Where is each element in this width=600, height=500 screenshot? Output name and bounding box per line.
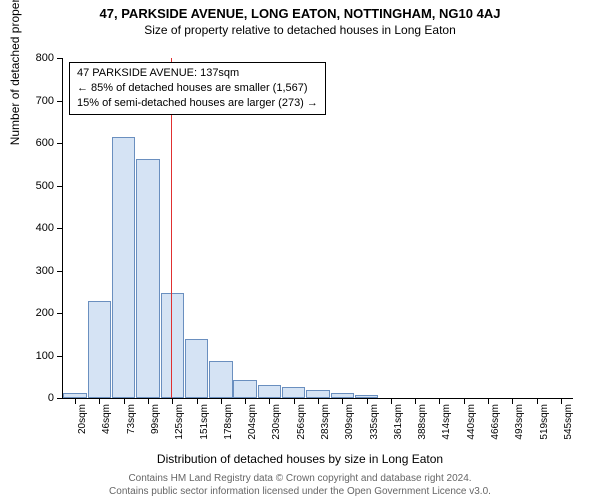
x-tick-label: 256sqm — [296, 404, 307, 450]
y-tick-label: 0 — [14, 392, 54, 404]
x-tick-label: 204sqm — [247, 404, 258, 450]
y-tick-label: 500 — [14, 180, 54, 192]
x-tick — [221, 398, 222, 404]
x-tick-label: 230sqm — [271, 404, 282, 450]
x-tick-label: 519sqm — [539, 404, 550, 450]
x-tick-label: 361sqm — [393, 404, 404, 450]
x-tick-label: 309sqm — [344, 404, 355, 450]
x-tick — [367, 398, 368, 404]
x-axis-title: Distribution of detached houses by size … — [0, 452, 600, 466]
x-tick-label: 466sqm — [490, 404, 501, 450]
y-tick — [57, 186, 63, 187]
y-tick — [57, 143, 63, 144]
x-tick-label: 283sqm — [320, 404, 331, 450]
page-subtitle: Size of property relative to detached ho… — [0, 21, 600, 37]
y-tick-label: 800 — [14, 52, 54, 64]
bar — [88, 301, 111, 398]
y-tick-label: 600 — [14, 137, 54, 149]
x-tick-label: 178sqm — [223, 404, 234, 450]
x-tick-label: 73sqm — [126, 404, 137, 450]
x-tick — [245, 398, 246, 404]
y-tick — [57, 228, 63, 229]
y-tick-label: 100 — [14, 350, 54, 362]
bar — [185, 339, 208, 399]
y-tick — [57, 58, 63, 59]
x-tick — [537, 398, 538, 404]
y-tick-label: 700 — [14, 95, 54, 107]
x-tick — [488, 398, 489, 404]
y-tick — [57, 356, 63, 357]
y-tick — [57, 101, 63, 102]
x-tick-label: 335sqm — [369, 404, 380, 450]
y-tick-label: 300 — [14, 265, 54, 277]
y-tick — [57, 313, 63, 314]
histogram-plot: 47 PARKSIDE AVENUE: 137sqm ← 85% of deta… — [62, 58, 573, 399]
x-tick — [148, 398, 149, 404]
x-tick-label: 99sqm — [150, 404, 161, 450]
x-tick — [318, 398, 319, 404]
x-tick — [391, 398, 392, 404]
annotation-line-2: ← 85% of detached houses are smaller (1,… — [77, 81, 318, 96]
annotation-line-3: 15% of semi-detached houses are larger (… — [77, 96, 318, 111]
x-tick-label: 414sqm — [441, 404, 452, 450]
x-tick — [561, 398, 562, 404]
bar — [112, 137, 135, 398]
bar — [233, 380, 256, 398]
x-tick-label: 151sqm — [199, 404, 210, 450]
bar — [282, 387, 305, 398]
x-tick — [294, 398, 295, 404]
x-tick — [415, 398, 416, 404]
bar — [306, 390, 329, 399]
x-tick-label: 493sqm — [514, 404, 525, 450]
bar — [136, 159, 159, 398]
y-tick-label: 200 — [14, 307, 54, 319]
bar — [258, 385, 281, 398]
bar — [161, 293, 184, 398]
y-tick — [57, 271, 63, 272]
footer-line-2: Contains public sector information licen… — [0, 485, 600, 498]
y-tick-label: 400 — [14, 222, 54, 234]
footer-line-1: Contains HM Land Registry data © Crown c… — [0, 472, 600, 485]
x-tick — [464, 398, 465, 404]
x-tick-label: 46sqm — [101, 404, 112, 450]
x-tick-label: 20sqm — [77, 404, 88, 450]
x-tick-label: 545sqm — [563, 404, 574, 450]
bar — [209, 361, 232, 398]
annotation-box: 47 PARKSIDE AVENUE: 137sqm ← 85% of deta… — [69, 62, 326, 115]
x-tick-label: 440sqm — [466, 404, 477, 450]
x-tick — [197, 398, 198, 404]
x-tick — [75, 398, 76, 404]
page-title: 47, PARKSIDE AVENUE, LONG EATON, NOTTING… — [0, 0, 600, 21]
x-tick-label: 388sqm — [417, 404, 428, 450]
footer-attribution: Contains HM Land Registry data © Crown c… — [0, 472, 600, 498]
y-tick — [57, 398, 63, 399]
x-tick-label: 125sqm — [174, 404, 185, 450]
x-tick — [124, 398, 125, 404]
annotation-line-1: 47 PARKSIDE AVENUE: 137sqm — [77, 66, 318, 81]
y-axis-title: Number of detached properties — [8, 0, 22, 145]
